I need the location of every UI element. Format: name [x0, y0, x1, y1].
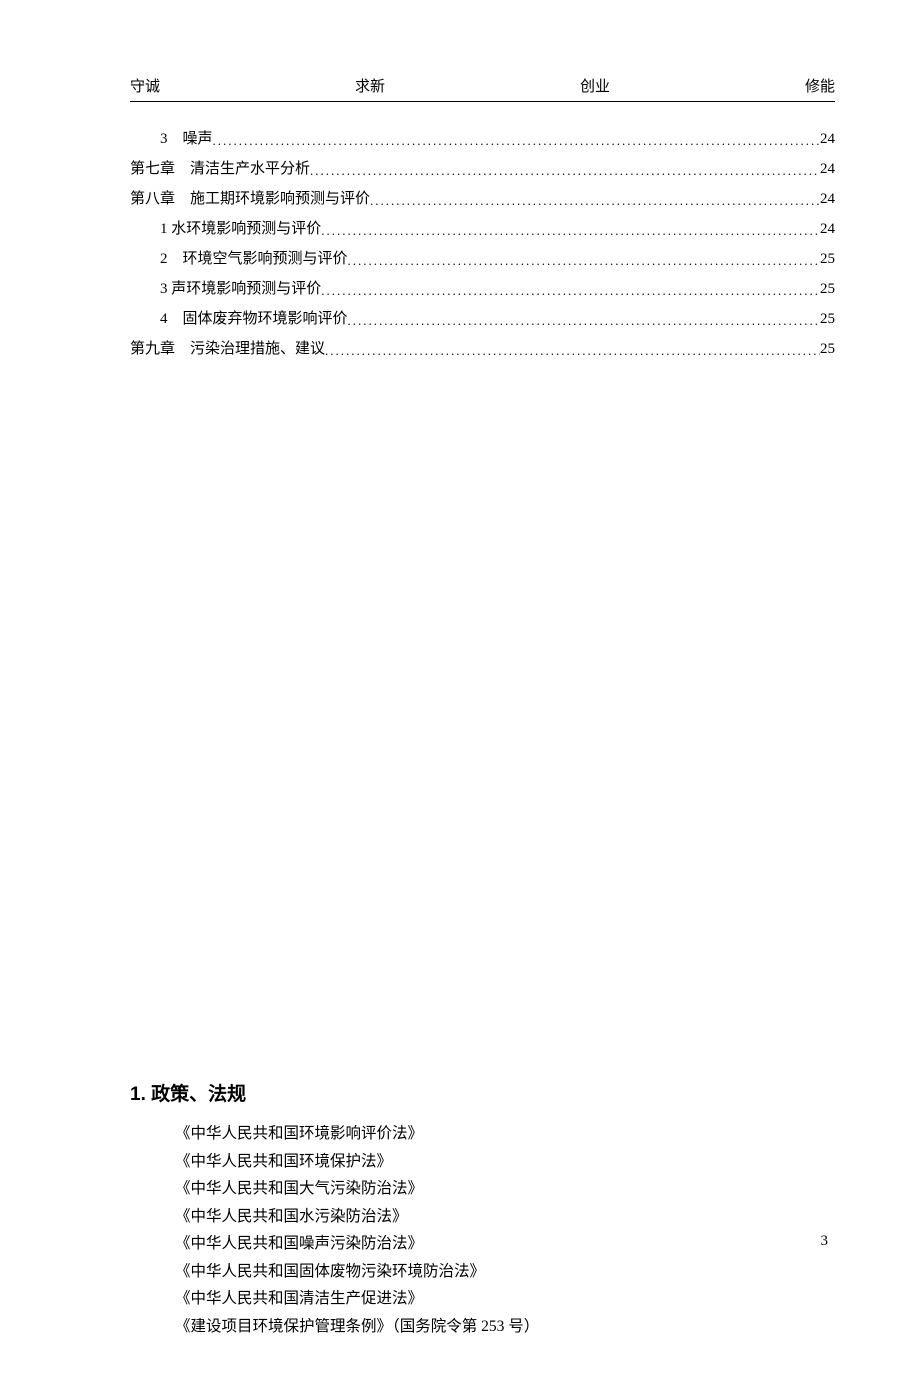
- toc-leader: [348, 306, 820, 334]
- toc-page: 25: [820, 274, 835, 304]
- toc-leader: [321, 276, 820, 304]
- list-item: 《中华人民共和国噪声污染防治法》: [175, 1230, 835, 1258]
- toc-entry: 第八章 施工期环境影响预测与评价 24: [130, 184, 835, 214]
- toc-entry: 1 水环境影响预测与评价 24: [130, 214, 835, 244]
- toc-leader: [348, 246, 820, 274]
- toc-page: 24: [820, 124, 835, 154]
- list-item: 《中华人民共和国固体废物污染环境防治法》: [175, 1258, 835, 1286]
- list-item: 《中华人民共和国水污染防治法》: [175, 1203, 835, 1231]
- toc-label: 4 固体废弃物环境影响评价: [160, 304, 348, 334]
- toc-page: 24: [820, 184, 835, 214]
- toc-entry: 第九章 污染治理措施、建议 25: [130, 334, 835, 364]
- toc-leader: [321, 216, 820, 244]
- toc-leader: [213, 126, 820, 154]
- toc-label: 第九章 污染治理措施、建议: [130, 334, 325, 364]
- toc-entry: 2 环境空气影响预测与评价 25: [130, 244, 835, 274]
- toc-entry: 4 固体废弃物环境影响评价 25: [130, 304, 835, 334]
- list-item: 《中华人民共和国环境影响评价法》: [175, 1120, 835, 1148]
- toc-label: 3 声环境影响预测与评价: [160, 274, 321, 304]
- toc-label: 第七章 清洁生产水平分析: [130, 154, 310, 184]
- toc-page: 24: [820, 214, 835, 244]
- page-header: 守诚 求新 创业 修能: [130, 75, 835, 102]
- motto-4: 修能: [805, 75, 835, 96]
- section-heading: 1. 政策、法规: [130, 1079, 835, 1106]
- motto-2: 求新: [355, 75, 385, 96]
- list-item: 《中华人民共和国清洁生产促进法》: [175, 1285, 835, 1313]
- toc-page: 25: [820, 304, 835, 334]
- toc-entry: 3 噪声 24: [130, 124, 835, 154]
- toc-leader: [370, 186, 820, 214]
- toc-label: 第八章 施工期环境影响预测与评价: [130, 184, 370, 214]
- reference-list: 《中华人民共和国环境影响评价法》 《中华人民共和国环境保护法》 《中华人民共和国…: [130, 1120, 835, 1341]
- list-item: 《中华人民共和国环境保护法》: [175, 1148, 835, 1176]
- toc-entry: 第七章 清洁生产水平分析 24: [130, 154, 835, 184]
- toc-page: 25: [820, 334, 835, 364]
- motto-1: 守诚: [130, 75, 160, 96]
- toc-leader: [310, 156, 820, 184]
- motto-3: 创业: [580, 75, 610, 96]
- list-item: 《建设项目环境保护管理条例》（国务院令第 253 号）: [175, 1313, 835, 1341]
- toc-label: 1 水环境影响预测与评价: [160, 214, 321, 244]
- toc-label: 3 噪声: [160, 124, 213, 154]
- toc-page: 25: [820, 244, 835, 274]
- page-number: 3: [821, 1233, 829, 1250]
- toc-page: 24: [820, 154, 835, 184]
- table-of-contents: 3 噪声 24 第七章 清洁生产水平分析 24 第八章 施工期环境影响预测与评价…: [130, 124, 835, 364]
- toc-leader: [325, 336, 820, 364]
- toc-entry: 3 声环境影响预测与评价 25: [130, 274, 835, 304]
- toc-label: 2 环境空气影响预测与评价: [160, 244, 348, 274]
- list-item: 《中华人民共和国大气污染防治法》: [175, 1175, 835, 1203]
